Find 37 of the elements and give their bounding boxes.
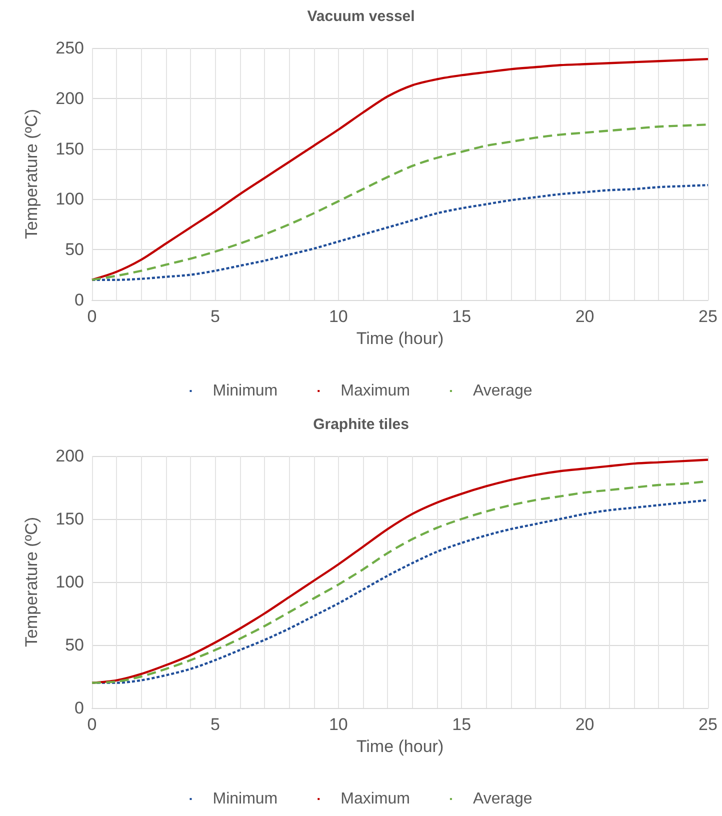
- y-tick-label: 150: [56, 510, 84, 528]
- line-series: [90, 58, 710, 281]
- x-tick-label: 10: [328, 715, 348, 734]
- legend-label: Maximum: [340, 382, 410, 400]
- y-tick-label: 100: [56, 572, 84, 592]
- x-tick-label: 0: [87, 307, 97, 326]
- x-tick-label: 20: [575, 307, 594, 326]
- y-tick-label: 50: [65, 240, 84, 260]
- legend-label: Minimum: [212, 382, 278, 400]
- legend-label: Average: [472, 382, 532, 400]
- x-axis-title: Time (hour): [356, 737, 444, 756]
- y-tick-label: 150: [56, 139, 84, 158]
- legend-label: Average: [472, 790, 532, 808]
- x-axis-title: Time (hour): [356, 329, 444, 348]
- x-tick-label: 5: [210, 307, 220, 326]
- y-tick-label: 100: [56, 190, 84, 209]
- y-tick-label: 0: [74, 290, 84, 310]
- x-tick-label: 0: [87, 715, 97, 734]
- legend-label: Maximum: [340, 790, 410, 808]
- y-tick-label: 200: [56, 88, 84, 108]
- y-tick-label: 250: [56, 38, 84, 58]
- x-tick-label: 10: [328, 307, 348, 326]
- y-axis-title: Temperature (ºC): [22, 517, 41, 647]
- y-tick-label: 50: [65, 636, 84, 654]
- x-tick-label: 25: [698, 307, 718, 326]
- line-series: [90, 184, 710, 281]
- x-tick-label: 15: [452, 715, 472, 734]
- chart-title: Vacuum vessel: [307, 8, 415, 25]
- x-tick-label: 15: [452, 307, 472, 326]
- x-tick-label: 5: [210, 715, 220, 734]
- x-tick-label: 25: [698, 715, 718, 734]
- legend-label: Minimum: [212, 790, 278, 808]
- y-tick-label: 0: [74, 698, 84, 718]
- x-tick-label: 20: [575, 715, 594, 734]
- y-axis-title: Temperature (ºC): [22, 109, 41, 239]
- chart-title: Graphite tiles: [313, 416, 409, 433]
- y-tick-label: 200: [56, 446, 84, 466]
